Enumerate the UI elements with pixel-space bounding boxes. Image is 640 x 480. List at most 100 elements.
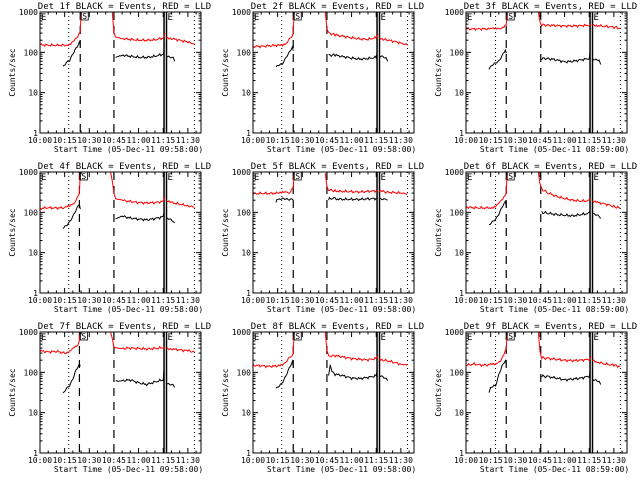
y-axis-label: Counts/sec xyxy=(221,368,230,416)
x-tick-label: 10:15 xyxy=(53,136,77,145)
x-tick-label: 10:45 xyxy=(528,296,552,305)
detector-panel-8: Det 8f BLACK = Events, RED = LLD E S E 10:00… xyxy=(213,320,426,480)
chart-title: Det 2f BLACK = Events, RED = LLD xyxy=(251,2,424,12)
events-series-line xyxy=(275,45,294,68)
start-background-marker: E xyxy=(467,333,472,343)
chart-title: Det 6f BLACK = Events, RED = LLD xyxy=(464,162,637,172)
events-series-line xyxy=(62,203,81,229)
x-tick-label: 10:30 xyxy=(503,136,527,145)
flare-start-marker: S xyxy=(295,12,300,21)
lld-series-line xyxy=(253,332,295,369)
y-tick-label: 10 xyxy=(454,249,464,258)
x-tick-label: 11:15 xyxy=(151,136,175,145)
x-tick-label: 10:45 xyxy=(102,296,126,305)
plot-frame xyxy=(39,11,202,134)
detector-panel-6: Det 6f BLACK = Events, RED = LLD E S E 10:00… xyxy=(426,160,639,320)
events-series-line xyxy=(488,48,507,70)
x-tick-label: 10:15 xyxy=(479,456,503,465)
x-tick-label: 10:45 xyxy=(528,136,552,145)
y-tick-label: 1 xyxy=(246,289,251,298)
plot-frame xyxy=(465,331,628,454)
events-series-line xyxy=(115,369,165,387)
start-background-marker: E xyxy=(41,333,46,343)
events-series-line xyxy=(115,212,165,222)
y-tick-label: 100 xyxy=(24,48,39,57)
x-tick-label: 11:00 xyxy=(553,136,577,145)
plot-area xyxy=(466,12,621,133)
x-tick-label: 10:30 xyxy=(77,136,101,145)
x-tick-label: 10:15 xyxy=(53,456,77,465)
x-axis-label: Start Time (05-Dec-11 09:58:00) xyxy=(267,145,416,154)
x-axis-label: Start Time (05-Dec-11 09:58:00) xyxy=(54,465,203,474)
y-tick-label: 100 xyxy=(24,208,39,217)
x-tick-label: 11:30 xyxy=(602,136,626,145)
plot-area xyxy=(40,172,195,293)
x-tick-label: 10:00 xyxy=(454,456,478,465)
y-tick-label: 1000 xyxy=(19,168,38,177)
x-axis-label: Start Time (05-Dec-11 09:58:00) xyxy=(54,305,203,314)
y-axis-label: Counts/sec xyxy=(8,48,17,96)
y-tick-label: 1 xyxy=(459,289,464,298)
lld-series-line xyxy=(592,200,621,209)
x-tick-label: 10:00 xyxy=(241,136,265,145)
lld-series-line xyxy=(253,172,295,196)
detector-panel-7: Det 7f BLACK = Events, RED = LLD E S E 10:00… xyxy=(0,320,213,480)
y-tick-label: 100 xyxy=(24,368,39,377)
events-series-line xyxy=(328,53,378,61)
y-tick-label: 100 xyxy=(237,48,252,57)
detector-panel-2: Det 2f BLACK = Events, RED = LLD E S E 10:00… xyxy=(213,0,426,160)
lld-series-line xyxy=(166,200,195,208)
y-tick-label: 1 xyxy=(459,129,464,138)
x-axis-label: Start Time (05-Dec-11 08:59:00) xyxy=(480,465,629,474)
plot-frame xyxy=(465,171,628,294)
y-tick-label: 100 xyxy=(450,48,465,57)
events-series-line xyxy=(489,200,507,225)
plot-area xyxy=(466,172,621,293)
end-background-marker: E xyxy=(594,333,599,343)
plot-area xyxy=(40,332,195,453)
y-tick-label: 1000 xyxy=(232,168,251,177)
y-tick-label: 1 xyxy=(459,449,464,458)
events-series-line xyxy=(379,197,388,201)
chart-title: Det 7f BLACK = Events, RED = LLD xyxy=(38,322,211,332)
events-series-line xyxy=(166,55,176,62)
plot-frame xyxy=(465,11,628,134)
x-axis-label: Start Time (05-Dec-11 09:58:00) xyxy=(267,465,416,474)
events-series-line xyxy=(275,197,294,203)
x-tick-label: 10:45 xyxy=(102,456,126,465)
plot-area xyxy=(253,172,408,293)
y-tick-label: 100 xyxy=(237,368,252,377)
end-background-marker: E xyxy=(168,173,173,183)
y-tick-label: 1 xyxy=(246,449,251,458)
plot-area xyxy=(253,12,408,133)
x-axis-label: Start Time (05-Dec-11 08:59:00) xyxy=(480,305,629,314)
x-tick-label: 10:00 xyxy=(241,296,265,305)
y-tick-label: 1000 xyxy=(445,8,464,17)
y-tick-label: 1 xyxy=(33,289,38,298)
y-tick-label: 1000 xyxy=(232,8,251,17)
y-axis-label: Counts/sec xyxy=(434,368,443,416)
x-tick-label: 11:30 xyxy=(176,296,200,305)
y-tick-label: 10 xyxy=(241,409,251,418)
events-series-line xyxy=(328,364,378,381)
events-series-line xyxy=(592,212,602,219)
chart-title: Det 8f BLACK = Events, RED = LLD xyxy=(251,322,424,332)
x-tick-label: 10:45 xyxy=(102,136,126,145)
plot-frame xyxy=(252,171,415,294)
lld-series-line xyxy=(466,332,508,368)
y-tick-label: 100 xyxy=(237,208,252,217)
x-tick-label: 10:30 xyxy=(503,296,527,305)
y-tick-label: 10 xyxy=(454,89,464,98)
start-background-marker: E xyxy=(254,173,259,183)
flare-start-marker: S xyxy=(81,172,86,181)
detector-panel-9: Det 9f BLACK = Events, RED = LLD E S E 10:00… xyxy=(426,320,639,480)
events-series-line xyxy=(115,50,165,59)
plot-frame xyxy=(252,331,415,454)
y-tick-label: 100 xyxy=(450,208,465,217)
chart-title: Det 3f BLACK = Events, RED = LLD xyxy=(464,2,637,12)
plot-area xyxy=(466,332,621,453)
flare-start-marker: S xyxy=(508,332,513,341)
x-tick-label: 11:30 xyxy=(602,456,626,465)
